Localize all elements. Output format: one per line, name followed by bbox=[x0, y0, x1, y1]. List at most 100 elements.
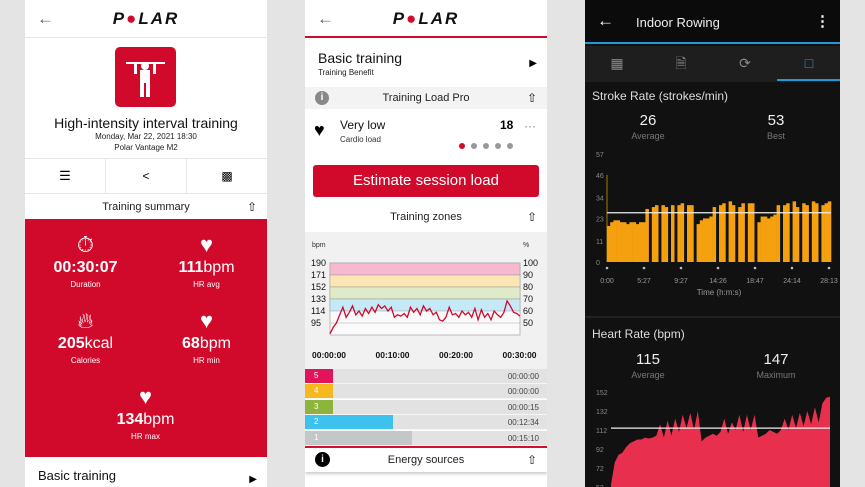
y-tick-label: 92 bbox=[596, 447, 604, 454]
zone-time: 00:00:15 bbox=[507, 402, 539, 412]
stat-calories: 🔥︎ 205kcal Calories bbox=[25, 309, 146, 366]
stroke-bar bbox=[632, 222, 637, 262]
training-detail-panel: ← P●LAR High-intensity interval training… bbox=[25, 0, 267, 487]
y-tick-label: 34 bbox=[596, 196, 604, 203]
details-icon[interactable]: 🗎︎ bbox=[675, 55, 687, 71]
section-title: Energy sources bbox=[387, 454, 465, 466]
zone-bar bbox=[305, 369, 333, 383]
cardio-load-row: ♥ Very low Cardio load 18 ··· bbox=[305, 111, 547, 153]
stroke-bar bbox=[802, 203, 806, 262]
cardio-level: Very low bbox=[340, 118, 386, 132]
back-arrow-icon[interactable]: ← bbox=[317, 9, 334, 28]
y2-tick-label: 100 bbox=[523, 258, 538, 268]
back-arrow-icon[interactable]: ← bbox=[597, 11, 614, 30]
stroke-bar bbox=[639, 222, 643, 262]
y-tick-label: 171 bbox=[311, 270, 326, 280]
stroke-bar bbox=[677, 205, 681, 262]
hr-maximum: 147 bbox=[763, 351, 789, 368]
arrow-right-icon: ▶ bbox=[529, 58, 537, 69]
stroke-best-label: Best bbox=[766, 131, 785, 141]
stat-hr-max: ♥ 134bpm HR max bbox=[85, 385, 206, 442]
sport-icon bbox=[115, 47, 176, 107]
back-arrow-icon[interactable]: ← bbox=[37, 9, 54, 28]
x-tick-label: 28:13 bbox=[820, 278, 838, 285]
tab-bar bbox=[585, 46, 840, 82]
x-tick-label: 00:00:00 bbox=[312, 350, 346, 360]
stroke-bar bbox=[690, 205, 694, 262]
stroke-bar bbox=[776, 205, 781, 262]
stroke-rate-chart: 57 46 34 23 11 0 0:00 5:27 9:27 14:26 18:47 24:14 28… bbox=[596, 152, 838, 297]
stroke-bar bbox=[767, 218, 771, 262]
zone-row: 1 00:15:10 bbox=[305, 430, 547, 446]
more-icon[interactable]: ··· bbox=[524, 119, 536, 133]
stat-hr-min: ♥ 68bpm HR min bbox=[146, 309, 267, 366]
list-icon[interactable]: ☰ bbox=[25, 159, 106, 193]
pin-icon[interactable]: ⇧ bbox=[526, 91, 537, 105]
stroke-bar bbox=[651, 207, 656, 262]
zone-band bbox=[329, 286, 521, 300]
info-icon[interactable]: i bbox=[315, 91, 329, 105]
estimate-session-load-button[interactable]: Estimate session load bbox=[313, 165, 539, 197]
stroke-bar bbox=[699, 220, 704, 262]
y2-tick-label: 90 bbox=[523, 270, 533, 280]
stopwatch-icon: ⏱ bbox=[76, 232, 95, 257]
x-tick-label: 9:27 bbox=[674, 278, 688, 285]
section-title: Training summary bbox=[102, 201, 190, 213]
stroke-bar bbox=[642, 222, 646, 262]
stat-hr-avg: ♥ 111bpm HR avg bbox=[146, 233, 267, 290]
more-vert-icon[interactable]: ⋮ bbox=[815, 13, 830, 30]
divider bbox=[585, 316, 840, 318]
stroke-bar bbox=[741, 203, 745, 262]
charts-icon[interactable]: □ bbox=[777, 45, 840, 81]
benefit-label: Basic training bbox=[38, 468, 117, 483]
pin-icon[interactable]: ⇧ bbox=[526, 210, 537, 224]
stroke-bar bbox=[760, 216, 765, 262]
zone-bar bbox=[305, 399, 333, 414]
zone-number: 5 bbox=[314, 371, 319, 380]
y2-tick-label: 70 bbox=[523, 294, 533, 304]
stroke-bar bbox=[763, 216, 768, 262]
training-benefit-row[interactable]: Basic training Training Benefit ▶ bbox=[305, 41, 547, 86]
pin-icon[interactable]: ⇧ bbox=[526, 453, 537, 467]
info-icon[interactable]: i bbox=[315, 452, 330, 467]
y-tick-label: 72 bbox=[596, 466, 604, 473]
section-title: Training zones bbox=[390, 211, 462, 223]
hr-area bbox=[611, 396, 830, 487]
zone-number: 4 bbox=[314, 386, 319, 396]
stroke-bar bbox=[821, 205, 825, 262]
training-load-pro-header: i Training Load Pro ⇧ bbox=[305, 87, 547, 109]
x-tick-label: 00:10:00 bbox=[376, 350, 410, 360]
polar-logo: P●LAR bbox=[392, 9, 460, 28]
app-header: ← P●LAR bbox=[25, 0, 267, 38]
load-dot bbox=[483, 143, 489, 149]
benefit-subtitle: Training Benefit bbox=[318, 68, 374, 77]
pin-icon[interactable]: ⇧ bbox=[246, 200, 257, 214]
training-title: High-intensity interval training bbox=[54, 115, 238, 131]
stroke-bar bbox=[687, 205, 691, 262]
action-row: ☰ < ▩ bbox=[25, 158, 267, 194]
stats-icon[interactable]: ▦ bbox=[610, 55, 624, 71]
stroke-bar bbox=[731, 205, 736, 262]
training-benefit-row[interactable]: Basic training ▶ bbox=[25, 457, 267, 487]
stroke-bar bbox=[616, 220, 621, 262]
activity-title: Indoor Rowing bbox=[636, 15, 720, 30]
y-tick-label: 152 bbox=[311, 282, 326, 292]
cardio-label: Cardio load bbox=[340, 135, 381, 144]
trash-icon[interactable]: ▩ bbox=[221, 169, 233, 183]
stroke-bar bbox=[751, 203, 755, 262]
y-tick-label: 190 bbox=[311, 258, 326, 268]
stroke-bar bbox=[757, 222, 761, 262]
zone-time: 00:00:00 bbox=[507, 387, 539, 397]
app-header: ← P●LAR bbox=[305, 0, 547, 38]
x-tick-label: 5:27 bbox=[637, 278, 651, 285]
zones-hr-chart: bpm % 190 100 171 90 152 80 133 70 114 60 95 50 00:00:… bbox=[311, 242, 538, 360]
stroke-bar bbox=[680, 203, 685, 262]
x-axis-label: Time (h:m:s) bbox=[697, 288, 742, 297]
stroke-bar bbox=[635, 224, 640, 262]
laps-icon[interactable]: ⟳ bbox=[739, 55, 751, 71]
stroke-bar bbox=[773, 214, 777, 262]
training-summary-header: Training summary ⇧ bbox=[25, 196, 267, 219]
share-icon[interactable]: < bbox=[106, 159, 187, 193]
y-axis-label: bpm bbox=[312, 242, 326, 249]
cardio-load-dots bbox=[459, 136, 519, 154]
